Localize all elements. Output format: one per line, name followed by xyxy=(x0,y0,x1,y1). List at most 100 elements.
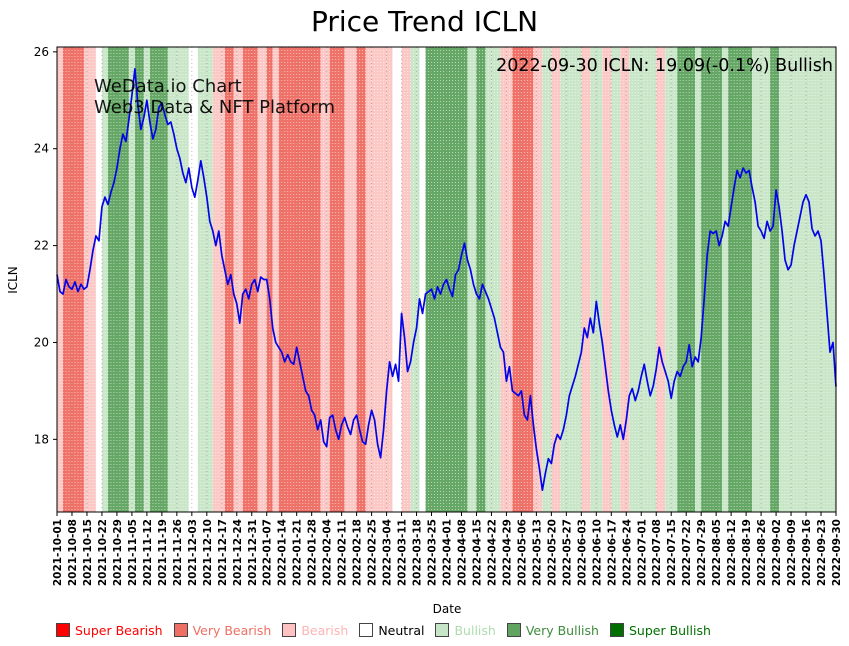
x-tick-label: 2022-02-04 xyxy=(322,519,334,586)
x-tick-label: 2022-05-20 xyxy=(546,519,558,586)
sentiment-band-bearish xyxy=(620,47,630,512)
x-axis-label: Date xyxy=(433,602,462,616)
sentiment-band-very-bullish xyxy=(476,47,486,512)
plot-border xyxy=(56,46,837,513)
x-tick-label: 2022-05-06 xyxy=(516,519,528,586)
sentiment-band-neutral xyxy=(419,47,426,512)
x-tick-label: 2021-12-03 xyxy=(187,519,199,586)
sentiment-band-very-bullish xyxy=(701,47,723,512)
sentiment-band-bullish xyxy=(695,47,702,512)
sentiment-band-bullish xyxy=(629,47,657,512)
sentiment-band-very-bullish xyxy=(149,47,168,512)
sentiment-band-bullish xyxy=(542,47,552,512)
x-tick-label: 2022-04-01 xyxy=(442,519,454,586)
legend-item-bearish: Bearish xyxy=(282,623,348,638)
x-tick-label: 2022-04-15 xyxy=(471,519,483,586)
x-tick-label: 2022-06-10 xyxy=(591,519,603,586)
sentiment-band-bearish xyxy=(233,47,243,512)
x-tick-label: 2022-09-09 xyxy=(786,519,798,586)
price-line-icln xyxy=(56,67,837,492)
legend-item-super-bearish: Super Bearish xyxy=(56,623,163,638)
x-tick-label: 2022-01-07 xyxy=(262,519,274,586)
legend-label: Super Bullish xyxy=(628,622,711,638)
x-tick-label: 2022-07-22 xyxy=(681,519,693,586)
sentiment-band-bullish xyxy=(752,47,771,512)
sentiment-band-bearish xyxy=(57,47,63,512)
y-axis-label: ICLN xyxy=(6,266,20,294)
x-tick-label: 2022-02-11 xyxy=(337,519,349,586)
x-tick-label: 2022-03-04 xyxy=(382,519,394,586)
sentiment-band-bullish xyxy=(665,47,678,512)
sentiment-band-very-bearish xyxy=(329,47,345,512)
x-tick-label: 2022-09-02 xyxy=(771,519,783,586)
sentiment-band-bearish xyxy=(320,47,330,512)
sentiment-band-bullish xyxy=(611,47,621,512)
watermark-line2: Web3 Data & NFT Platform xyxy=(94,97,335,118)
sentiment-band-neutral xyxy=(392,47,402,512)
x-tick-label: 2022-01-28 xyxy=(307,519,319,586)
legend-label: Neutral xyxy=(378,622,425,638)
legend-label: Bullish xyxy=(454,622,496,638)
sentiment-band-very-bearish xyxy=(266,47,273,512)
x-tick-label: 2022-04-29 xyxy=(501,519,513,586)
x-tick-label: 2021-10-01 xyxy=(52,519,64,586)
sentiment-band-bearish xyxy=(500,47,513,512)
x-tick-label: 2022-07-08 xyxy=(651,519,663,586)
legend-swatch xyxy=(609,623,624,637)
legend-item-bullish: Bullish xyxy=(435,622,496,638)
x-tick-label: 2022-08-12 xyxy=(726,519,738,586)
x-tick-label: 2021-10-22 xyxy=(97,519,109,586)
sentiment-band-bullish xyxy=(143,47,150,512)
legend-swatch xyxy=(56,623,70,637)
sentiment-band-bearish xyxy=(602,47,612,512)
x-tick-label: 2021-12-24 xyxy=(232,519,244,586)
x-tick-label: 2022-08-19 xyxy=(741,519,753,586)
sentiment-band-neutral xyxy=(188,47,198,512)
sentiment-band-neutral xyxy=(95,47,102,512)
legend: Super Bearish Very Bearish Bearish Neutral B… xyxy=(56,620,711,640)
sentiment-band-bearish xyxy=(212,47,225,512)
sentiment-band-bullish xyxy=(128,47,135,512)
x-tick-label: 2022-09-23 xyxy=(816,519,828,586)
sentiment-band-very-bullish xyxy=(134,47,144,512)
legend-swatch xyxy=(506,623,521,637)
x-tick-label: 2021-11-26 xyxy=(172,519,184,586)
x-tick-label: 2022-07-29 xyxy=(696,519,708,586)
x-tick-label: 2021-10-08 xyxy=(67,519,79,586)
x-tick-label: 2022-01-14 xyxy=(277,519,289,586)
x-tick-label: 2022-05-27 xyxy=(561,519,573,586)
x-tick-label: 2022-06-03 xyxy=(576,519,588,586)
sentiment-band-bullish xyxy=(590,47,603,512)
x-tick-label: 2021-12-10 xyxy=(202,519,214,586)
legend-label: Super Bearish xyxy=(75,622,163,638)
x-tick-label: 2022-02-18 xyxy=(352,519,364,586)
x-tick-label: 2021-12-31 xyxy=(247,519,259,586)
sentiment-band-bullish xyxy=(485,47,501,512)
x-tick-label: 2022-06-17 xyxy=(606,519,618,586)
sentiment-band-very-bullish xyxy=(107,47,129,512)
sentiment-band-bearish xyxy=(272,47,279,512)
sentiment-band-bearish xyxy=(533,47,543,512)
sentiment-band-very-bearish xyxy=(62,47,84,512)
sentiment-band-bearish xyxy=(83,47,96,512)
legend-swatch xyxy=(435,623,450,637)
legend-item-neutral: Neutral xyxy=(359,623,424,638)
x-tick-label: 2022-02-25 xyxy=(367,519,379,586)
sentiment-band-very-bullish xyxy=(677,47,696,512)
legend-swatch xyxy=(282,623,297,637)
y-tick-label: 18 xyxy=(34,432,49,446)
sentiment-band-bearish xyxy=(551,47,561,512)
x-tick-label: 2022-05-13 xyxy=(531,519,543,586)
x-tick-label: 2022-04-22 xyxy=(486,519,498,586)
x-tick-label: 2021-10-29 xyxy=(112,519,124,586)
sentiment-band-bearish xyxy=(656,47,666,512)
legend-item-super-bullish: Super Bullish xyxy=(609,622,711,638)
x-tick-label: 2022-03-18 xyxy=(412,519,424,586)
y-tick-label: 26 xyxy=(34,45,49,59)
x-tick-label: 2021-11-05 xyxy=(127,519,139,586)
sentiment-band-bullish xyxy=(101,47,108,512)
x-tick-label: 2022-08-05 xyxy=(711,519,723,586)
x-tick-label: 2021-10-15 xyxy=(82,519,94,586)
